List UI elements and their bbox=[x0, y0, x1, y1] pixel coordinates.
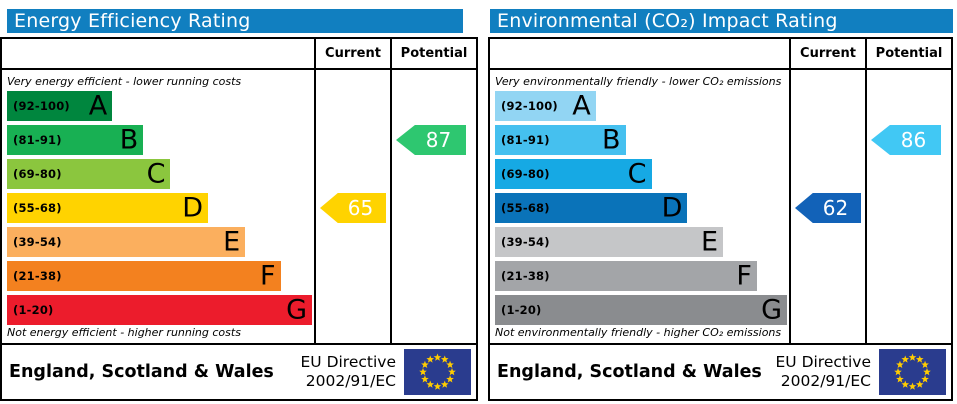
band-range: (92-100) bbox=[13, 99, 70, 113]
potential-rating-arrow: 87 bbox=[396, 125, 466, 155]
current-rating-column: 62 bbox=[789, 70, 865, 343]
top-note: Very environmentally friendly - lower CO… bbox=[495, 75, 782, 88]
band-range: (55-68) bbox=[501, 201, 550, 215]
eu-flag-icon bbox=[879, 349, 946, 395]
rating-band-d: (55-68) D bbox=[495, 192, 688, 224]
band-range: (81-91) bbox=[501, 133, 550, 147]
band-letter: D bbox=[661, 192, 683, 224]
current-column-header: Current bbox=[314, 39, 390, 68]
rating-table: Current Potential Very environmentally f… bbox=[488, 37, 953, 401]
band-range: (39-54) bbox=[13, 235, 62, 249]
band-letter: G bbox=[286, 294, 307, 326]
rating-band-e: (39-54) E bbox=[495, 226, 724, 258]
header-spacer-cell bbox=[2, 39, 314, 68]
panel-title: Energy Efficiency Rating bbox=[7, 9, 463, 33]
current-column-header: Current bbox=[789, 39, 865, 68]
table-header-row: Current Potential bbox=[490, 39, 951, 70]
rating-band-f: (21-38) F bbox=[7, 261, 281, 291]
rating-chart-area: Very environmentally friendly - lower CO… bbox=[490, 70, 951, 343]
band-range: (55-68) bbox=[13, 201, 62, 215]
band-range: (39-54) bbox=[501, 235, 550, 249]
eu-directive-label: EU Directive 2002/91/EC bbox=[300, 353, 397, 390]
band-letter: C bbox=[627, 158, 647, 190]
band-range: (1-20) bbox=[501, 303, 542, 317]
rating-band-f: (21-38) F bbox=[495, 261, 757, 291]
band-letter: E bbox=[700, 226, 719, 258]
rating-band-c: (69-80) C bbox=[495, 159, 652, 189]
rating-band-b: (81-91) B bbox=[495, 125, 626, 155]
eu-flag-icon bbox=[404, 349, 471, 395]
band-range: (81-91) bbox=[13, 133, 62, 147]
band-letter: E bbox=[223, 226, 241, 258]
potential-rating-column: 86 bbox=[865, 70, 951, 343]
rating-chart-area: Very energy efficient - lower running co… bbox=[2, 70, 476, 343]
table-footer: England, Scotland & Wales EU Directive 2… bbox=[2, 343, 476, 399]
band-range: (69-80) bbox=[501, 167, 550, 181]
potential-rating-arrow: 86 bbox=[871, 125, 941, 155]
header-spacer-cell bbox=[490, 39, 789, 68]
band-range: (21-38) bbox=[13, 269, 62, 283]
potential-column-header: Potential bbox=[390, 39, 476, 68]
band-letter: G bbox=[761, 294, 782, 326]
band-letter: A bbox=[88, 90, 108, 122]
region-label: England, Scotland & Wales bbox=[497, 362, 762, 382]
band-letter: D bbox=[182, 192, 203, 224]
rating-band-a: (92-100) A bbox=[7, 90, 113, 122]
co2-impact-panel: Environmental (CO₂) Impact Rating Curren… bbox=[488, 9, 953, 401]
current-rating-column: 65 bbox=[314, 70, 390, 343]
table-header-row: Current Potential bbox=[2, 39, 476, 70]
table-footer: England, Scotland & Wales EU Directive 2… bbox=[490, 343, 951, 399]
energy-efficiency-panel: Energy Efficiency Rating Current Potenti… bbox=[0, 9, 478, 401]
rating-band-g: (1-20) G bbox=[495, 295, 787, 325]
band-range: (69-80) bbox=[13, 167, 62, 181]
rating-band-b: (81-91) B bbox=[7, 124, 144, 156]
bottom-note: Not environmentally friendly - higher CO… bbox=[495, 326, 782, 339]
band-letter: A bbox=[572, 90, 591, 122]
potential-column-header: Potential bbox=[865, 39, 951, 68]
bands-column: Very energy efficient - lower running co… bbox=[2, 70, 314, 343]
band-letter: F bbox=[260, 260, 276, 292]
current-rating-arrow: 65 bbox=[320, 193, 386, 223]
rating-band-a: (92-100) A bbox=[495, 91, 596, 121]
panel-title: Environmental (CO₂) Impact Rating bbox=[490, 9, 953, 33]
current-rating-arrow: 62 bbox=[795, 193, 861, 223]
potential-rating-column: 87 bbox=[390, 70, 476, 343]
bottom-note: Not energy efficient - higher running co… bbox=[7, 326, 241, 339]
region-label: England, Scotland & Wales bbox=[9, 362, 274, 382]
eu-directive-label: EU Directive 2002/91/EC bbox=[775, 353, 872, 390]
band-letter: C bbox=[146, 158, 166, 190]
rating-band-e: (39-54) E bbox=[7, 226, 246, 258]
rating-table: Current Potential Very energy efficient … bbox=[0, 37, 478, 401]
rating-band-g: (1-20) G bbox=[7, 295, 312, 325]
band-range: (92-100) bbox=[501, 99, 558, 113]
band-range: (21-38) bbox=[501, 269, 550, 283]
top-note: Very energy efficient - lower running co… bbox=[7, 75, 242, 88]
band-letter: B bbox=[119, 124, 139, 156]
rating-band-c: (69-80) C bbox=[7, 158, 171, 190]
rating-bands: (92-100) A (81-91) B (69-80) C (55-68) D (39-54)… bbox=[7, 91, 312, 329]
band-letter: B bbox=[601, 124, 621, 156]
band-letter: F bbox=[736, 260, 752, 292]
rating-bands: (92-100) A (81-91) B (69-80) C (55-68) D (39-54)… bbox=[495, 91, 787, 329]
band-range: (1-20) bbox=[13, 303, 54, 317]
rating-band-d: (55-68) D bbox=[7, 193, 208, 223]
bands-column: Very environmentally friendly - lower CO… bbox=[490, 70, 789, 343]
